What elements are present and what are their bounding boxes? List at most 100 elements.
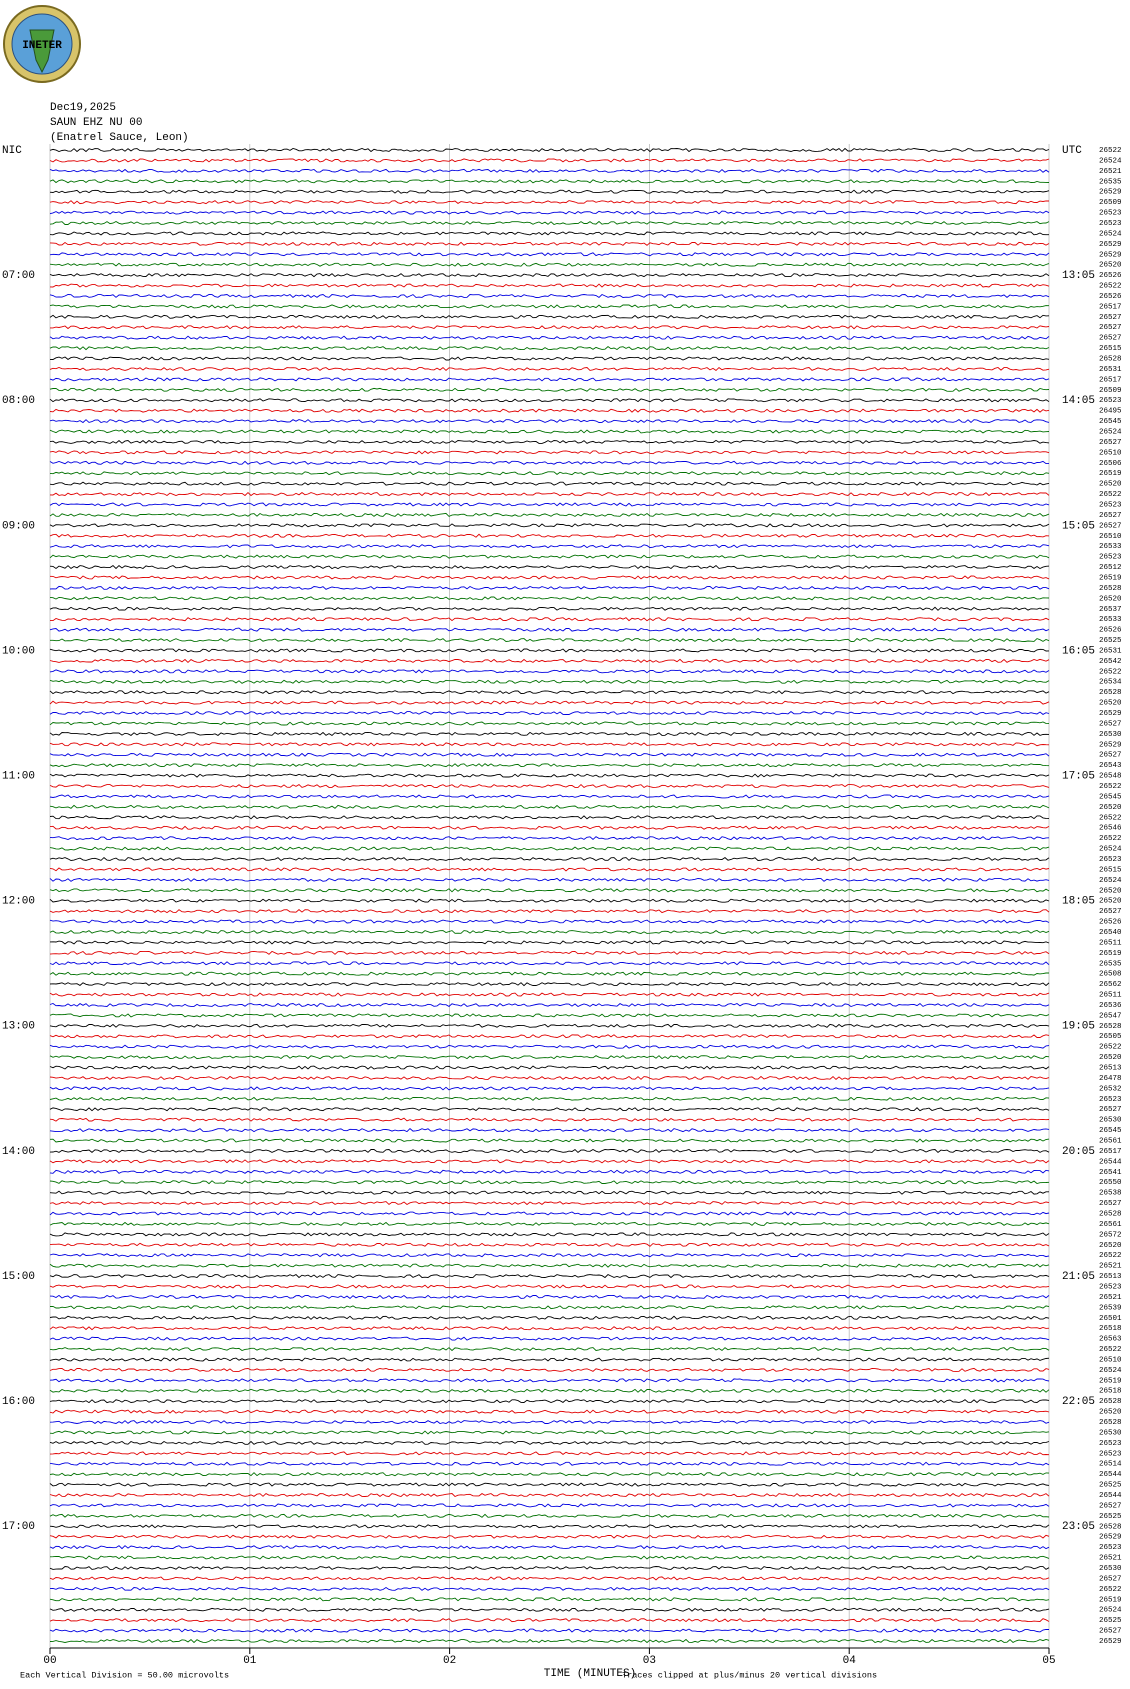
trace [49, 836, 1050, 841]
trace [49, 1127, 1050, 1133]
trace-label: 26524 [1099, 877, 1122, 885]
trace [49, 1294, 1050, 1299]
trace-label: 26522 [1099, 668, 1122, 676]
trace-label: 26529 [1099, 251, 1122, 259]
trace-label: 26535 [1099, 960, 1122, 968]
time-label: 15:00 [2, 1271, 35, 1283]
trace [49, 1065, 1050, 1070]
trace-label: 26540 [1099, 929, 1122, 937]
trace-label: 26533 [1099, 543, 1122, 551]
trace [49, 1211, 1050, 1216]
utc-label: 13:05 [1062, 270, 1095, 282]
trace [49, 544, 1050, 549]
utc-label: UTC [1062, 145, 1082, 157]
trace [49, 1461, 1050, 1466]
trace [49, 763, 1050, 768]
trace-label: 26538 [1099, 1190, 1122, 1198]
trace-label: 26522 [1099, 1586, 1122, 1594]
trace-label: 26527 [1099, 522, 1122, 530]
utc-label: 15:05 [1062, 520, 1095, 532]
utc-label: 14:05 [1062, 395, 1095, 407]
trace [49, 1399, 1050, 1404]
trace-label: 26525 [1099, 1617, 1122, 1625]
trace-label: 26529 [1099, 1534, 1122, 1542]
trace-label: 26510 [1099, 449, 1122, 457]
trace-label: 26525 [1099, 637, 1122, 645]
trace-label: 26548 [1099, 773, 1122, 781]
trace [49, 669, 1050, 674]
trace-label: 26527 [1099, 439, 1122, 447]
trace [49, 1555, 1050, 1560]
trace-label: 26543 [1099, 762, 1122, 770]
trace-label: 26510 [1099, 533, 1122, 541]
trace [49, 1253, 1050, 1258]
trace [49, 898, 1050, 903]
trace [49, 158, 1050, 163]
utc-label: 23:05 [1062, 1521, 1095, 1533]
trace [49, 1472, 1050, 1477]
trace [49, 273, 1050, 278]
trace [49, 982, 1050, 987]
trace [49, 1117, 1050, 1122]
utc-label: 20:05 [1062, 1146, 1095, 1158]
header-line: Dec19,2025 [50, 102, 116, 114]
trace-label: 26527 [1099, 324, 1122, 332]
trace-label: 26515 [1099, 866, 1122, 874]
trace [49, 304, 1050, 309]
trace [49, 950, 1050, 955]
trace [49, 491, 1050, 497]
trace-label: 26523 [1099, 856, 1122, 864]
utc-label: 18:05 [1062, 896, 1095, 908]
trace [49, 825, 1050, 830]
trace-label: 26542 [1099, 658, 1122, 666]
trace-label: 26519 [1099, 1377, 1122, 1385]
footer-note: Traces clipped at plus/minus 20 vertical… [622, 1670, 877, 1680]
trace-label: 26561 [1099, 1138, 1122, 1146]
trace [49, 210, 1050, 215]
trace-label: 26526 [1099, 272, 1122, 280]
trace-label: 26528 [1099, 1398, 1122, 1406]
trace-label: 26523 [1099, 501, 1122, 509]
trace [49, 1597, 1050, 1602]
trace [49, 262, 1050, 267]
trace [49, 1242, 1050, 1247]
trace [49, 1305, 1050, 1310]
trace [49, 1315, 1050, 1320]
trace-label: 26478 [1099, 1075, 1122, 1083]
trace-label: 26509 [1099, 199, 1122, 207]
trace-label: 26527 [1099, 1628, 1122, 1636]
trace-label: 26523 [1099, 554, 1122, 562]
trace-label: 26524 [1099, 1607, 1122, 1615]
trace [49, 1586, 1050, 1592]
trace [49, 700, 1050, 705]
trace [49, 533, 1050, 538]
trace-label: 26529 [1099, 1638, 1122, 1646]
trace-label: 26527 [1099, 908, 1122, 916]
trace [49, 804, 1050, 809]
trace [49, 200, 1050, 205]
time-label: 08:00 [2, 395, 35, 407]
trace [49, 1023, 1050, 1028]
logo-text: INETER [22, 40, 62, 52]
trace [49, 909, 1050, 914]
trace [49, 930, 1050, 935]
trace [49, 1566, 1050, 1571]
trace-label: 26519 [1099, 1596, 1122, 1604]
trace-label: 26524 [1099, 157, 1122, 165]
trace [49, 742, 1050, 747]
trace-label: 26520 [1099, 1242, 1122, 1250]
trace-label: 26572 [1099, 1231, 1122, 1239]
trace [49, 1148, 1050, 1153]
trace-label: 26527 [1099, 314, 1122, 322]
trace [49, 1002, 1050, 1008]
trace [49, 1388, 1050, 1393]
trace [49, 1326, 1050, 1331]
trace [49, 1482, 1050, 1487]
trace [49, 314, 1050, 319]
header-line: SAUN EHZ NU 00 [50, 117, 142, 129]
trace-label: 26501 [1099, 1315, 1122, 1323]
trace-label: 26520 [1099, 1409, 1122, 1417]
trace [49, 1545, 1050, 1550]
trace [49, 439, 1050, 444]
trace-label: 26521 [1099, 1263, 1122, 1271]
